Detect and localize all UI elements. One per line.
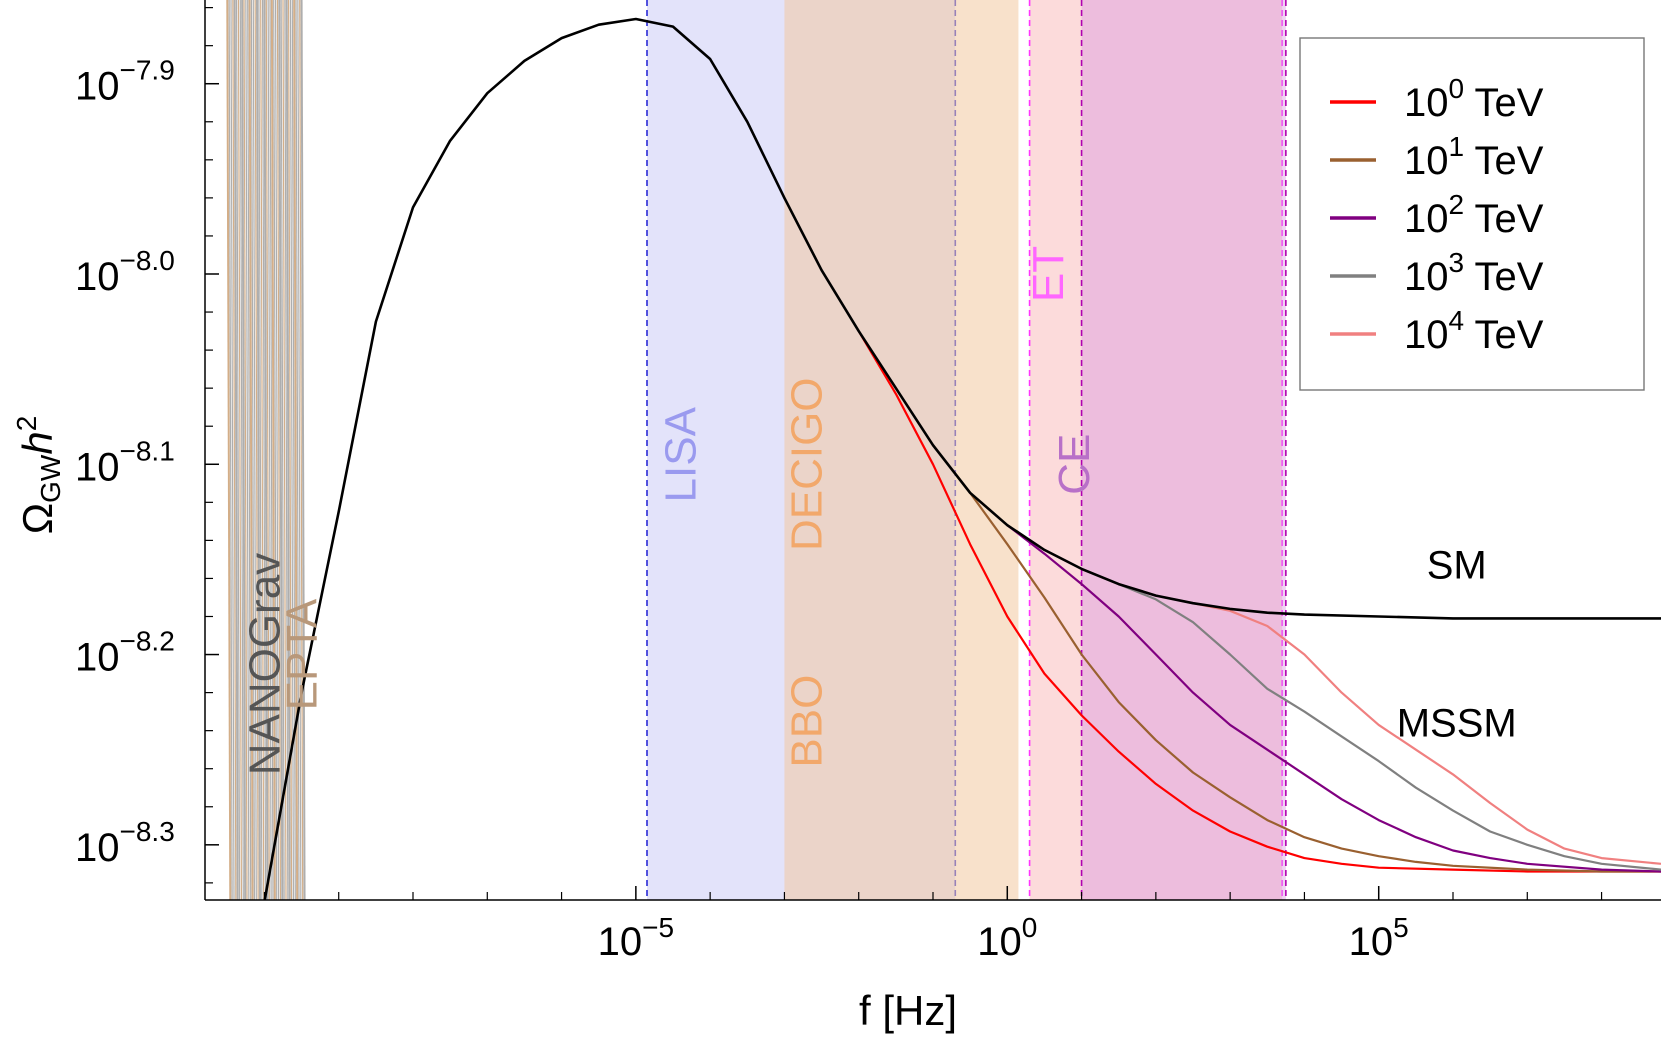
band-label-decigo: DECIGO <box>783 377 832 551</box>
pta-label-epta: EPTA <box>277 598 326 710</box>
pta-line <box>284 0 289 900</box>
pta-line <box>252 0 257 900</box>
pta-line <box>226 0 232 900</box>
band-decigo <box>784 0 1019 900</box>
pta-line <box>239 0 244 900</box>
band-label-et: ET <box>1024 246 1073 302</box>
pta-line <box>291 0 296 900</box>
pta-line <box>237 0 243 900</box>
y-tick-label: 10−7.9 <box>75 55 175 109</box>
pta-line <box>276 0 282 900</box>
band-et <box>1029 0 1283 900</box>
detector-bands <box>646 0 1287 900</box>
y-tick-label: 10−8.1 <box>75 435 175 489</box>
curves <box>263 17 1661 900</box>
curve-label-sm: SM <box>1427 543 1487 587</box>
series-sm <box>263 17 1661 900</box>
series-10e2-tev <box>1006 524 1661 873</box>
pta-line <box>243 0 248 900</box>
pta-line <box>300 0 306 900</box>
pta-line <box>299 0 304 900</box>
pta-line <box>254 0 259 900</box>
pta-line <box>245 0 250 900</box>
legend-label-10e0-tev: 100 TeV <box>1404 73 1544 125</box>
series-10e3-tev <box>1081 567 1661 871</box>
pta-line <box>233 0 239 900</box>
legend-label-10e3-tev: 103 TeV <box>1404 247 1544 299</box>
x-tick-label: 10−5 <box>598 912 674 964</box>
legend-box <box>1299 37 1645 391</box>
pta-line <box>273 0 278 900</box>
pta-line <box>230 0 235 900</box>
pta-line <box>270 0 276 900</box>
y-axis-title-omega: Ω <box>14 503 61 534</box>
y-axis-title-h: h <box>14 431 61 454</box>
pta-line <box>274 0 280 900</box>
pta-line <box>256 0 261 900</box>
pta-line <box>285 0 291 900</box>
series-10e1-tev <box>932 444 1661 873</box>
pta-line <box>267 0 272 900</box>
pta-line <box>278 0 284 900</box>
pta-region <box>226 0 306 900</box>
y-tick-label: 10−8.3 <box>75 816 175 870</box>
curve-labels: SM MSSM <box>1397 543 1517 745</box>
pta-line <box>282 0 287 900</box>
legend-label-10e4-tev: 104 TeV <box>1404 305 1544 357</box>
pta-line <box>247 0 252 900</box>
x-tick-label: 100 <box>977 912 1037 964</box>
pta-line <box>250 0 256 900</box>
band-label-bbo: BBO <box>783 675 832 768</box>
legend: 100 TeV 101 TeV 102 TeV 103 TeV 104 TeV <box>1299 37 1645 391</box>
legend-label-10e1-tev: 101 TeV <box>1404 131 1544 183</box>
pta-line <box>289 0 295 900</box>
pta-line <box>248 0 254 900</box>
pta-line <box>228 0 233 900</box>
x-axis-title: f [Hz] <box>859 987 957 1034</box>
pta-line <box>235 0 241 900</box>
pta-line <box>260 0 265 900</box>
y-tick-label: 10−8.0 <box>75 245 175 299</box>
pta-line <box>232 0 237 900</box>
band-label-lisa: LISA <box>656 406 705 502</box>
pta-line <box>280 0 285 900</box>
x-tick-label: 105 <box>1349 912 1409 964</box>
axis-ticks: 10−5 100 105 10−7.9 10−8.0 10−8.1 10−8.2 10−8.3 <box>75 7 1603 964</box>
pta-line <box>293 0 299 900</box>
pta-line <box>261 0 267 900</box>
y-tick-label: 10−8.2 <box>75 626 175 680</box>
pta-line <box>265 0 270 900</box>
legend-label-10e2-tev: 102 TeV <box>1404 189 1544 241</box>
series-10e0-tev <box>857 330 1661 873</box>
pta-line <box>295 0 300 900</box>
pta-line <box>258 0 263 900</box>
y-axis-title-sup: 2 <box>11 416 42 432</box>
y-axis-title-sub: GW <box>35 454 66 503</box>
band-label-ce: CE <box>1050 434 1099 495</box>
pta-line <box>263 0 269 900</box>
pta-label-nanograv: NANOGrav <box>240 553 289 775</box>
y-axis-title: ΩGWh2 <box>11 416 66 535</box>
curve-label-mssm: MSSM <box>1397 701 1517 745</box>
svg-text:ΩGWh2: ΩGWh2 <box>11 416 66 535</box>
pta-line <box>269 0 274 900</box>
pta-line <box>241 0 247 900</box>
pta-line <box>297 0 302 900</box>
